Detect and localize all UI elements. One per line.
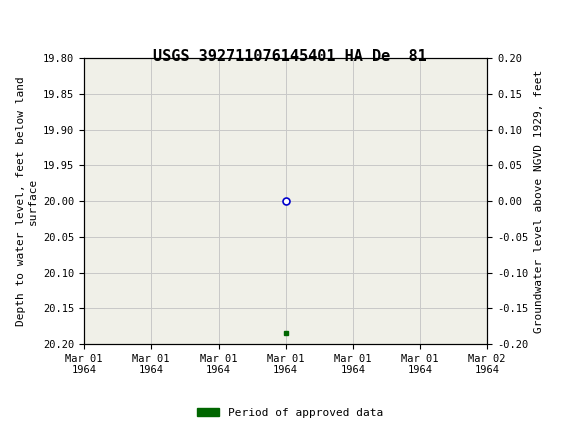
Y-axis label: Groundwater level above NGVD 1929, feet: Groundwater level above NGVD 1929, feet bbox=[534, 69, 543, 333]
Text: USGS: USGS bbox=[32, 12, 100, 32]
Text: USGS 392711076145401 HA De  81: USGS 392711076145401 HA De 81 bbox=[153, 49, 427, 64]
Text: ≡: ≡ bbox=[6, 7, 31, 36]
Y-axis label: Depth to water level, feet below land
surface: Depth to water level, feet below land su… bbox=[16, 76, 38, 326]
Legend: Period of approved data: Period of approved data bbox=[193, 403, 387, 422]
